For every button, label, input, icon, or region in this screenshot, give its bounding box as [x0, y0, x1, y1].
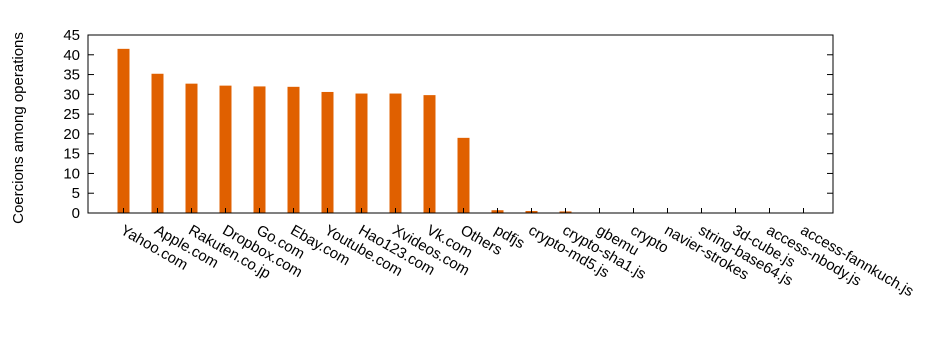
bar: [457, 137, 470, 213]
bar: [423, 95, 436, 213]
y-tick-label: 40: [63, 47, 80, 64]
y-tick-label: 10: [63, 165, 80, 182]
bar: [117, 48, 130, 213]
bar: [185, 83, 198, 213]
y-tick-label: 45: [63, 27, 80, 44]
bar: [389, 93, 402, 213]
bars: [117, 48, 810, 214]
y-tick-label: 0: [72, 205, 80, 222]
y-tick-label: 25: [63, 106, 80, 123]
bar: [219, 85, 232, 213]
y-tick-label: 20: [63, 126, 80, 143]
y-axis: 0 5 10 15 20 25 30 35 40 45: [63, 27, 833, 222]
y-tick-label: 15: [63, 146, 80, 163]
y-tick-label: 30: [63, 86, 80, 103]
bar: [355, 93, 368, 213]
plot-frame: [87, 34, 834, 214]
y-tick-label: 35: [63, 67, 80, 84]
bar: [151, 73, 164, 214]
y-tick-label: 5: [72, 185, 80, 202]
bar: [321, 91, 334, 213]
y-axis-title: Coercions among operations: [10, 32, 27, 224]
x-axis: Yahoo.comApple.comRakuten.co.jpDropbox.c…: [118, 208, 916, 300]
bar: [287, 86, 300, 213]
bar: [253, 86, 266, 213]
